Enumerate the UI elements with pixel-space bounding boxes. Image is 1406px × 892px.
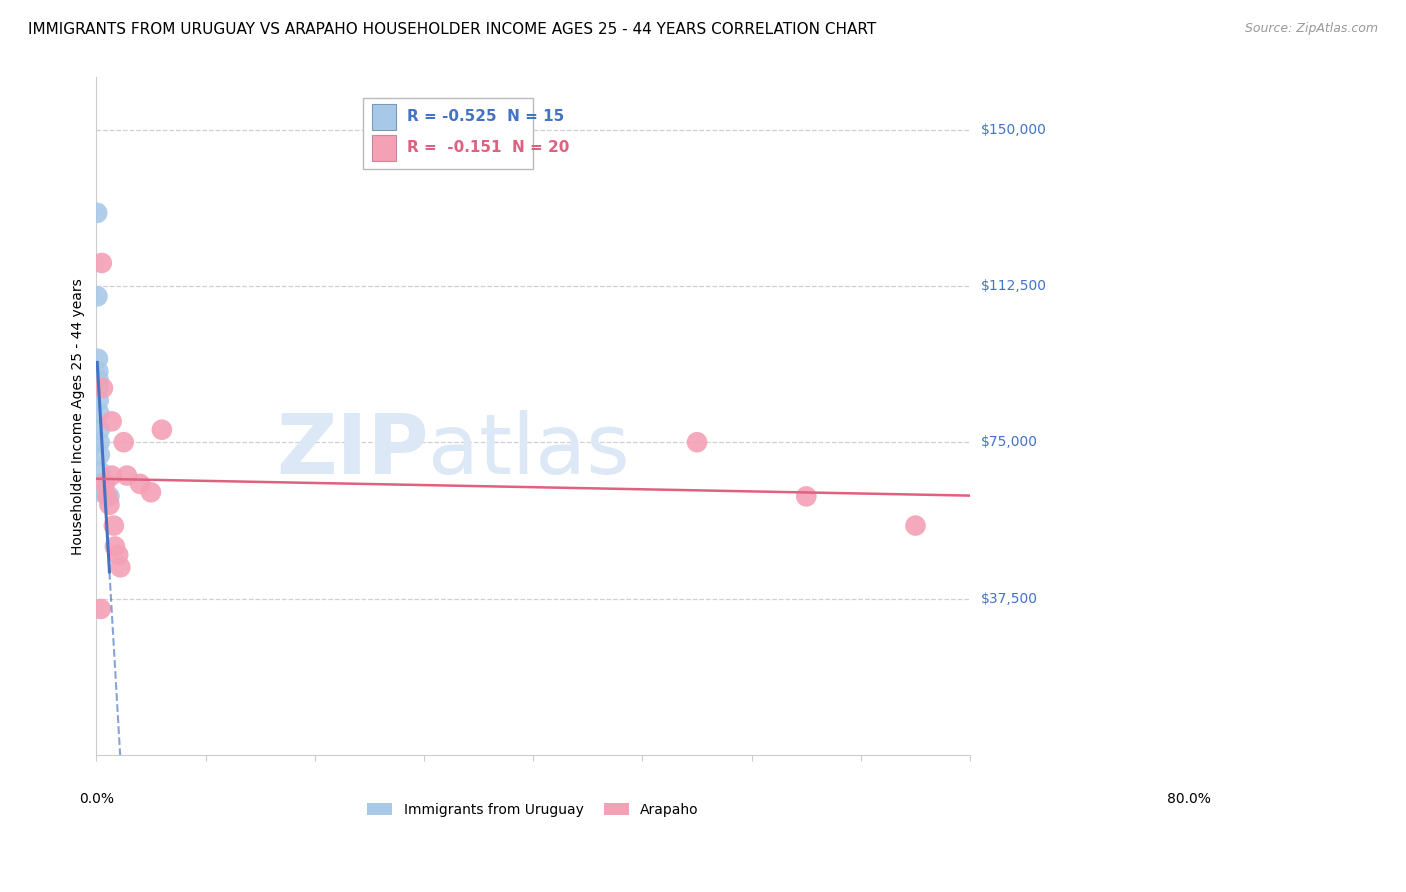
Point bbox=[87, 373, 110, 387]
Point bbox=[103, 518, 125, 533]
FancyBboxPatch shape bbox=[371, 135, 396, 161]
Text: $150,000: $150,000 bbox=[981, 122, 1047, 136]
Point bbox=[98, 498, 121, 512]
Point bbox=[90, 485, 112, 500]
Text: $37,500: $37,500 bbox=[981, 591, 1038, 606]
Point bbox=[86, 289, 108, 303]
Text: Source: ZipAtlas.com: Source: ZipAtlas.com bbox=[1244, 22, 1378, 36]
Y-axis label: Householder Income Ages 25 - 44 years: Householder Income Ages 25 - 44 years bbox=[72, 277, 86, 555]
Point bbox=[150, 423, 173, 437]
Point bbox=[100, 414, 122, 428]
Point bbox=[87, 406, 110, 420]
Point bbox=[794, 490, 817, 504]
FancyBboxPatch shape bbox=[363, 98, 533, 169]
Text: R = -0.525  N = 15: R = -0.525 N = 15 bbox=[406, 109, 564, 124]
Point bbox=[107, 548, 129, 562]
Point bbox=[98, 490, 121, 504]
Point bbox=[89, 448, 111, 462]
Point bbox=[86, 206, 108, 220]
Point bbox=[112, 435, 135, 450]
Point bbox=[115, 468, 138, 483]
Point bbox=[89, 464, 111, 478]
Point bbox=[904, 518, 927, 533]
Text: $75,000: $75,000 bbox=[981, 435, 1038, 450]
Legend: Immigrants from Uruguay, Arapaho: Immigrants from Uruguay, Arapaho bbox=[361, 797, 704, 822]
Point bbox=[94, 476, 117, 491]
Text: ZIP: ZIP bbox=[276, 409, 429, 491]
Point bbox=[100, 468, 122, 483]
Point bbox=[96, 490, 118, 504]
Point bbox=[90, 602, 112, 616]
Point bbox=[89, 435, 111, 450]
FancyBboxPatch shape bbox=[371, 103, 396, 129]
Point bbox=[104, 540, 127, 554]
Point bbox=[90, 476, 112, 491]
Text: 0.0%: 0.0% bbox=[79, 792, 114, 806]
Point bbox=[129, 476, 152, 491]
Text: 80.0%: 80.0% bbox=[1167, 792, 1211, 806]
Point bbox=[91, 381, 114, 395]
Text: IMMIGRANTS FROM URUGUAY VS ARAPAHO HOUSEHOLDER INCOME AGES 25 - 44 YEARS CORRELA: IMMIGRANTS FROM URUGUAY VS ARAPAHO HOUSE… bbox=[28, 22, 876, 37]
Text: R =  -0.151  N = 20: R = -0.151 N = 20 bbox=[406, 140, 569, 155]
Point bbox=[87, 393, 110, 408]
Point bbox=[139, 485, 162, 500]
Point bbox=[87, 364, 110, 378]
Point bbox=[87, 351, 110, 366]
Point bbox=[110, 560, 132, 574]
Text: $112,500: $112,500 bbox=[981, 279, 1047, 293]
Point bbox=[686, 435, 709, 450]
Point bbox=[87, 381, 110, 395]
Text: atlas: atlas bbox=[429, 409, 630, 491]
Point bbox=[90, 256, 112, 270]
Point bbox=[89, 423, 111, 437]
